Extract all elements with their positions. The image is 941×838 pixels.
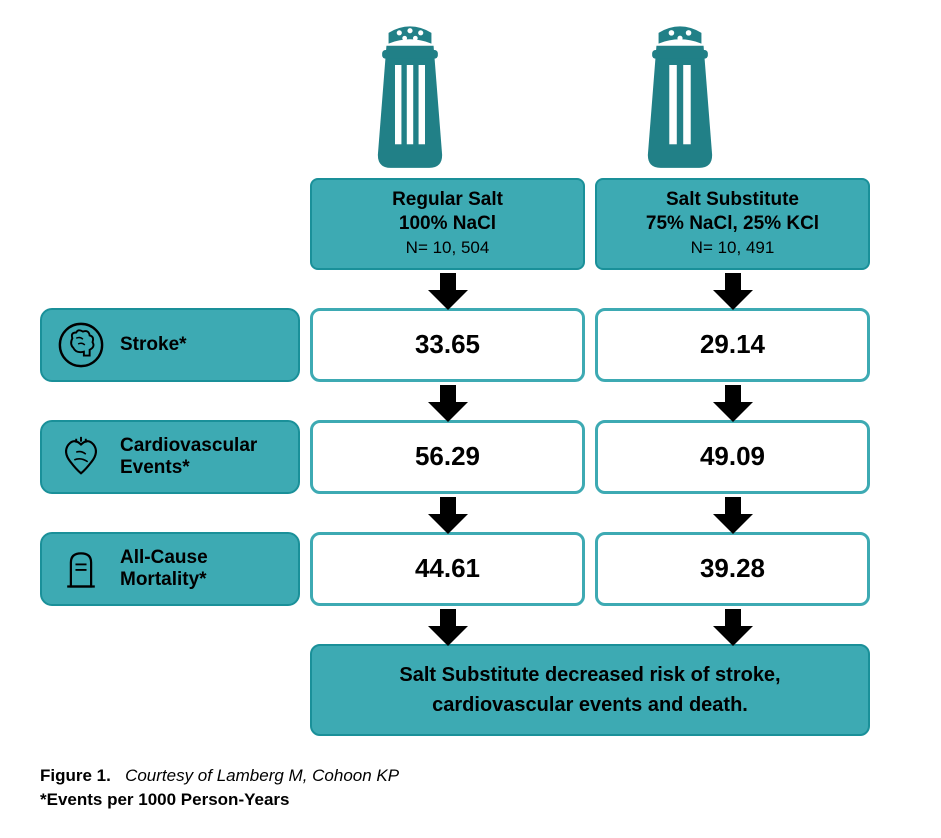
shaker-row <box>330 20 920 170</box>
arrow-down-icon <box>595 270 870 308</box>
header-n: N= 10, 491 <box>607 238 858 258</box>
figure-courtesy: Courtesy of Lamberg M, Cohoon KP <box>125 766 399 785</box>
arrow-down-icon <box>310 270 585 308</box>
row-label-text: All-CauseMortality* <box>120 547 208 591</box>
row-label-stroke: Stroke* <box>40 308 300 382</box>
row-label-cv-events: CardiovascularEvents* <box>40 420 300 494</box>
salt-shaker-icon <box>600 20 760 170</box>
arrow-down-icon <box>310 382 585 420</box>
header-title: Salt Substitute <box>607 188 858 212</box>
row-label-span: CardiovascularEvents* <box>120 435 257 478</box>
data-grid: Regular Salt 100% NaCl N= 10, 504 Salt S… <box>40 178 920 736</box>
row-label-mortality: All-CauseMortality* <box>40 532 300 606</box>
arrow-down-icon <box>310 606 585 644</box>
salt-shaker-icon <box>330 20 490 170</box>
row-label-text: Stroke* <box>120 334 187 356</box>
conclusion-box: Salt Substitute decreased risk of stroke… <box>310 644 870 736</box>
brain-icon <box>56 320 106 370</box>
row-label-text: CardiovascularEvents* <box>120 435 257 479</box>
arrow-down-icon <box>595 382 870 420</box>
header-composition: 75% NaCl, 25% KCl <box>607 212 858 236</box>
tombstone-icon <box>56 544 106 594</box>
arrow-down-icon <box>595 494 870 532</box>
header-composition: 100% NaCl <box>322 212 573 236</box>
value-mortality-substitute: 39.28 <box>595 532 870 606</box>
footnote: Figure 1. Courtesy of Lamberg M, Cohoon … <box>40 764 399 812</box>
infographic-root: Regular Salt 100% NaCl N= 10, 504 Salt S… <box>40 20 920 736</box>
value-stroke-substitute: 29.14 <box>595 308 870 382</box>
row-label-span: All-CauseMortality* <box>120 547 208 590</box>
value-cv-regular: 56.29 <box>310 420 585 494</box>
column-header-regular: Regular Salt 100% NaCl N= 10, 504 <box>310 178 585 270</box>
header-title: Regular Salt <box>322 188 573 212</box>
conclusion-line1: Salt Substitute decreased risk of stroke… <box>332 660 848 690</box>
arrow-down-icon <box>595 606 870 644</box>
figure-asterisk: *Events per 1000 Person-Years <box>40 788 399 812</box>
value-stroke-regular: 33.65 <box>310 308 585 382</box>
column-header-substitute: Salt Substitute 75% NaCl, 25% KCl N= 10,… <box>595 178 870 270</box>
conclusion-line2: cardiovascular events and death. <box>332 690 848 720</box>
value-cv-substitute: 49.09 <box>595 420 870 494</box>
arrow-down-icon <box>310 494 585 532</box>
header-n: N= 10, 504 <box>322 238 573 258</box>
figure-label: Figure 1. <box>40 766 111 785</box>
value-mortality-regular: 44.61 <box>310 532 585 606</box>
heart-icon <box>56 432 106 482</box>
